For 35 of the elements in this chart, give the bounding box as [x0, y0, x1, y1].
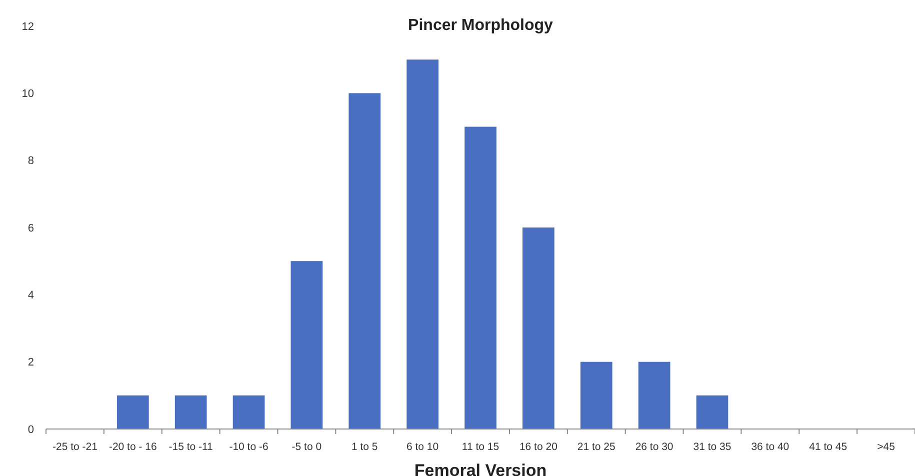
- x-tick-label: 36 to 40: [751, 441, 790, 453]
- bar: [580, 362, 612, 429]
- y-tick-label: 2: [28, 356, 34, 369]
- y-tick-label: 4: [28, 290, 34, 302]
- x-tick-label: 41 to 45: [809, 441, 848, 453]
- x-tick-label: 6 to 10: [406, 441, 439, 453]
- y-tick-label: 6: [28, 222, 34, 234]
- bar: [464, 126, 496, 429]
- x-tick-label: >45: [877, 441, 896, 453]
- x-tick-label: 31 to 35: [693, 441, 732, 453]
- x-axis-title: Femoral Version: [414, 461, 547, 476]
- bar: [116, 395, 149, 429]
- x-tick-label: -25 to -21: [52, 441, 98, 453]
- bar: [290, 261, 323, 429]
- bar: [174, 395, 207, 429]
- bar: [638, 362, 670, 429]
- x-tick-label: -5 to 0: [292, 441, 322, 453]
- y-tick-label: 8: [28, 155, 34, 168]
- x-tick-label: -20 to - 16: [108, 441, 157, 453]
- y-tick-label: 0: [28, 424, 34, 436]
- x-tick-label: 11 to 15: [462, 441, 500, 453]
- x-tick-label: 21 to 25: [577, 441, 616, 453]
- x-tick-label: 1 to 5: [351, 441, 378, 453]
- bar: [406, 60, 438, 429]
- x-tick-label: -15 to -11: [168, 441, 214, 453]
- bar: [232, 395, 265, 429]
- bar: [348, 93, 381, 429]
- chart-title: Pincer Morphology: [408, 17, 554, 34]
- bar: [522, 228, 554, 429]
- y-tick-label: 12: [22, 20, 34, 33]
- bar: [696, 395, 728, 429]
- y-tick-label: 10: [22, 88, 34, 100]
- x-tick-label: -10 to -6: [229, 441, 268, 453]
- x-tick-label: 26 to 30: [635, 441, 674, 453]
- x-tick-label: 16 to 20: [519, 441, 558, 453]
